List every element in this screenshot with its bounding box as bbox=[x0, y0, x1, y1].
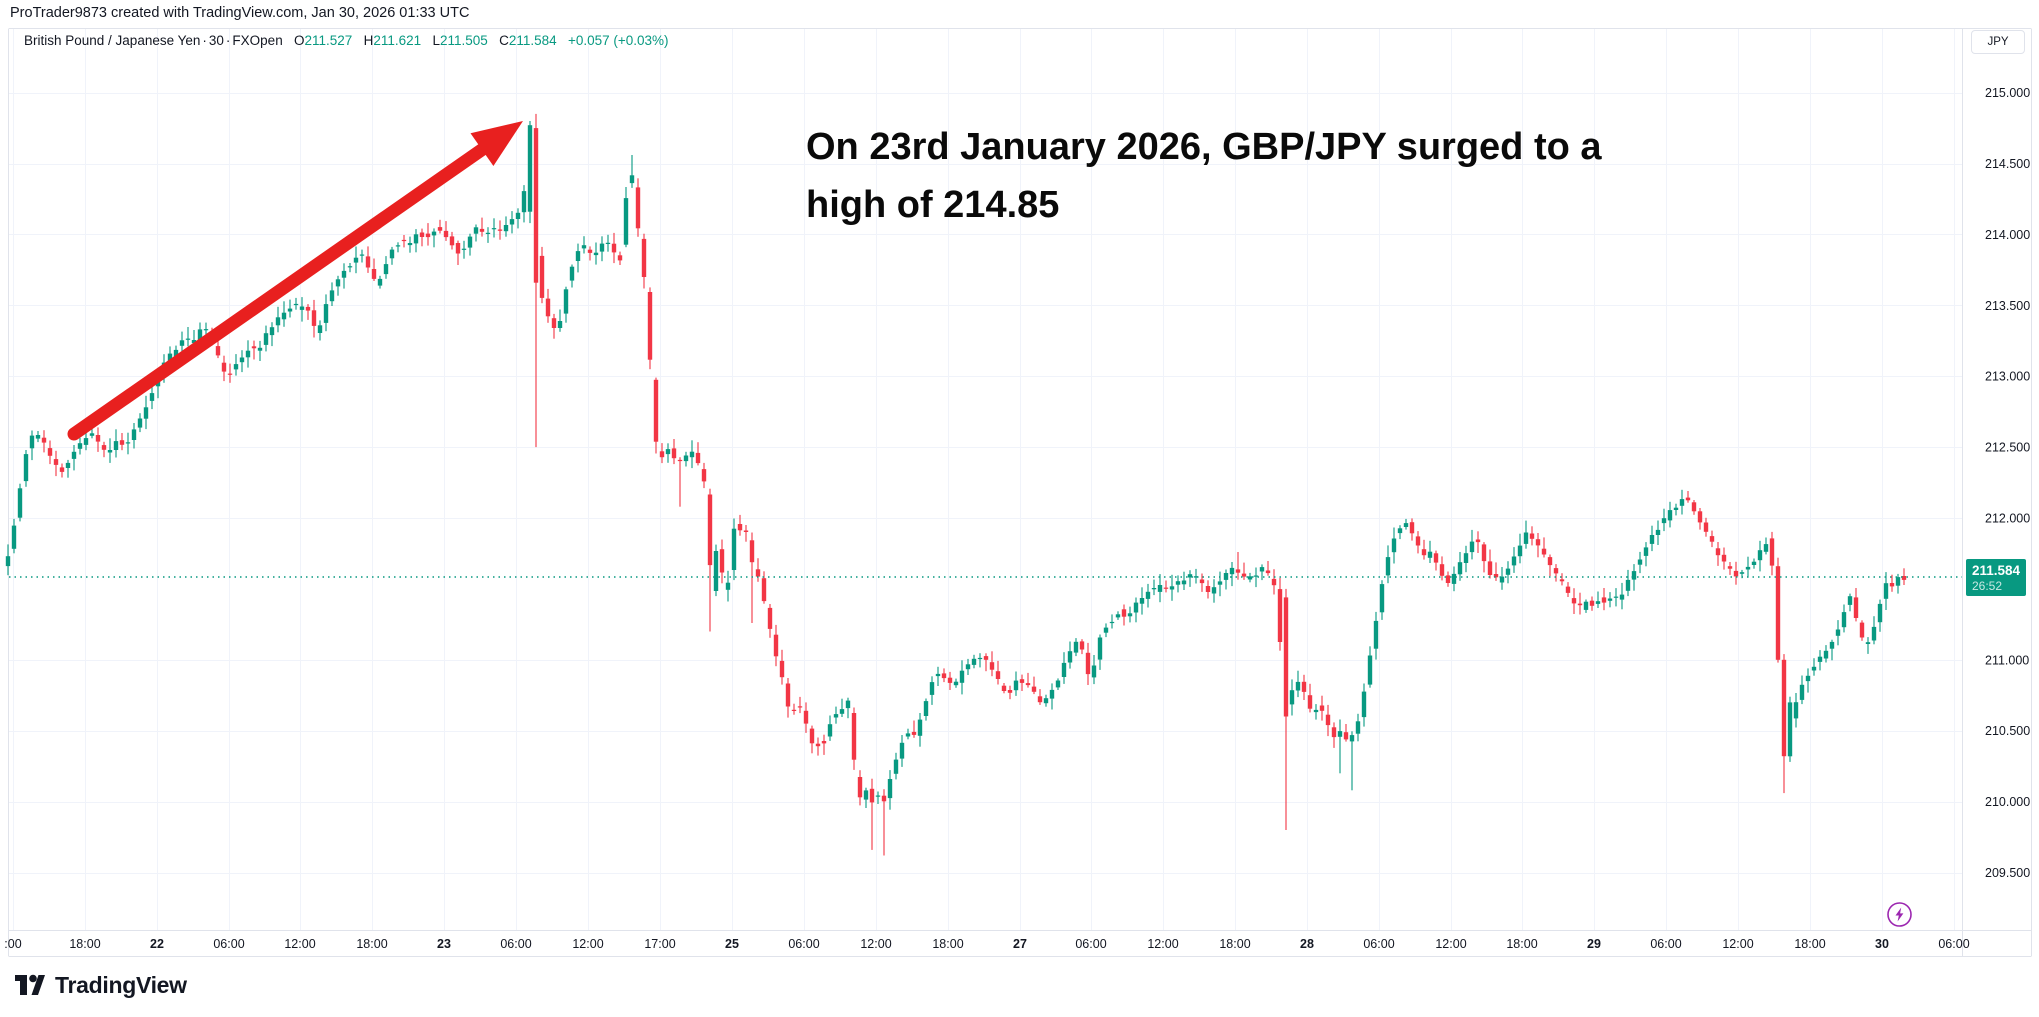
time-tick-label[interactable]: 18:00 bbox=[356, 937, 387, 951]
tradingview-logo[interactable]: TradingView bbox=[14, 970, 187, 1000]
time-tick-label[interactable]: 06:00 bbox=[1075, 937, 1106, 951]
candles-up[interactable] bbox=[5, 121, 1901, 810]
change-value: +0.057 (+0.03%) bbox=[567, 33, 669, 48]
time-tick-label[interactable]: 17:00 bbox=[644, 937, 675, 951]
grid-lines bbox=[9, 29, 1962, 930]
open-letter: O bbox=[294, 33, 305, 48]
time-tick-label[interactable]: 18:00 bbox=[1794, 937, 1825, 951]
brand-text: TradingView bbox=[55, 971, 187, 998]
time-tick-label[interactable]: 30 bbox=[1875, 937, 1889, 951]
time-tick-label[interactable]: 06:00 bbox=[500, 937, 531, 951]
candles-down[interactable] bbox=[41, 113, 1907, 856]
tradingview-mark-icon bbox=[15, 974, 45, 995]
price-tick-label[interactable]: 212.500 bbox=[1985, 441, 2030, 455]
lightning-icon[interactable] bbox=[1886, 901, 1913, 928]
high-letter: H bbox=[363, 33, 374, 48]
current-price-label: 211.584 26:52 bbox=[1966, 559, 2026, 596]
low-letter: L bbox=[432, 33, 440, 48]
current-price-value: 211.584 bbox=[1972, 563, 2021, 578]
time-tick-label[interactable]: 23 bbox=[437, 937, 451, 951]
open-value: 211.527 bbox=[304, 33, 353, 48]
low-value: 211.505 bbox=[440, 33, 488, 48]
exchange-label[interactable]: FXOpen bbox=[232, 33, 283, 48]
time-tick-label[interactable]: 06:00 bbox=[1363, 937, 1394, 951]
time-tick-label[interactable]: 12:00 bbox=[1722, 937, 1753, 951]
annotation-text: On 23rd January 2026, GBP/JPY surged to … bbox=[806, 118, 1602, 234]
time-tick-label[interactable]: 18:00 bbox=[1506, 937, 1537, 951]
price-tick-label[interactable]: 210.000 bbox=[1985, 795, 2030, 809]
time-tick-label[interactable]: 27 bbox=[1013, 937, 1027, 951]
time-tick-label[interactable]: 18:00 bbox=[1219, 937, 1250, 951]
time-tick-label[interactable]: 29 bbox=[1587, 937, 1601, 951]
time-tick-label[interactable]: 18:00 bbox=[932, 937, 963, 951]
close-value: 211.584 bbox=[508, 33, 557, 48]
legend-dot2: · bbox=[225, 33, 231, 48]
price-tick-label[interactable]: 209.500 bbox=[1985, 866, 2030, 880]
high-value: 211.621 bbox=[373, 33, 422, 48]
annotation-line2: high of 214.85 bbox=[806, 184, 1060, 226]
attribution-text: ProTrader9873 created with TradingView.c… bbox=[10, 5, 470, 21]
time-tick-label[interactable]: 06:00 bbox=[213, 937, 244, 951]
currency-axis-button[interactable]: JPY bbox=[1971, 30, 2025, 54]
time-tick-label[interactable]: 18:00 bbox=[69, 937, 100, 951]
price-tick-label[interactable]: 212.000 bbox=[1985, 512, 2030, 526]
time-tick-label[interactable]: 22 bbox=[150, 937, 164, 951]
price-tick-label[interactable]: 211.000 bbox=[1985, 653, 2029, 667]
price-tick-label[interactable]: 215.000 bbox=[1985, 86, 2030, 100]
time-tick-label[interactable]: 06:00 bbox=[1650, 937, 1681, 951]
price-tick-label[interactable]: 214.500 bbox=[1985, 157, 2030, 171]
annotation-line1: On 23rd January 2026, GBP/JPY surged to … bbox=[806, 126, 1602, 168]
symbol-title[interactable]: British Pound / Japanese Yen bbox=[24, 33, 201, 48]
time-tick-label[interactable]: 12:00 bbox=[1147, 937, 1178, 951]
time-tick-label[interactable]: 12:00 bbox=[572, 937, 603, 951]
legend-dot: · bbox=[202, 33, 207, 48]
close-letter: C bbox=[499, 33, 509, 48]
trend-arrow-head[interactable] bbox=[470, 121, 524, 166]
price-tick-label[interactable]: 213.000 bbox=[1985, 370, 2030, 384]
time-tick-label[interactable]: 06:00 bbox=[788, 937, 819, 951]
time-tick-label[interactable]: 06:00 bbox=[1938, 937, 1969, 951]
price-tick-label[interactable]: 210.500 bbox=[1985, 724, 2030, 738]
time-tick-label[interactable]: 12:00 bbox=[1435, 937, 1466, 951]
time-tick-label[interactable]: :00 bbox=[4, 937, 21, 951]
price-tick-label[interactable]: 213.500 bbox=[1985, 299, 2030, 313]
time-tick-label[interactable]: 25 bbox=[725, 937, 739, 951]
symbol-legend[interactable]: British Pound / Japanese Yen · 30 · FXOpen O… bbox=[24, 33, 669, 48]
trend-arrow-shaft[interactable] bbox=[67, 139, 494, 441]
bar-countdown: 26:52 bbox=[1972, 579, 2003, 593]
interval-label[interactable]: 30 bbox=[208, 33, 224, 48]
price-tick-label[interactable]: 214.000 bbox=[1985, 228, 2030, 242]
time-tick-label[interactable]: 28 bbox=[1300, 937, 1314, 951]
time-tick-label[interactable]: 12:00 bbox=[860, 937, 891, 951]
time-tick-label[interactable]: 12:00 bbox=[284, 937, 315, 951]
